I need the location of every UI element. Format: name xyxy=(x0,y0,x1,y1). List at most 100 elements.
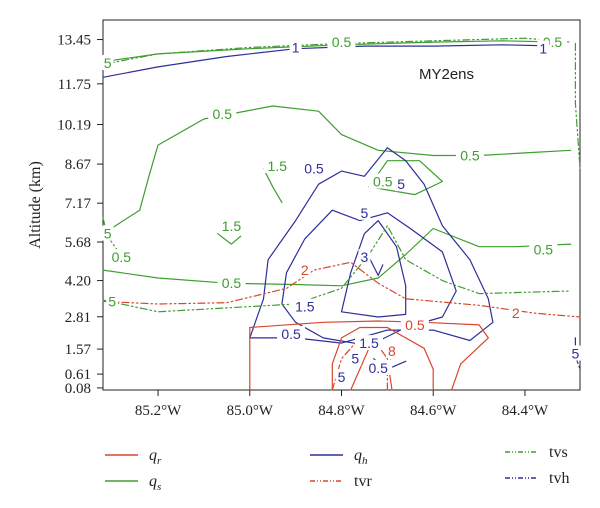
legend-label-tvs: tvs xyxy=(549,444,568,461)
contour-label-bg xyxy=(217,275,246,291)
contour-label-bg xyxy=(569,345,582,361)
y-tick-label: 13.45 xyxy=(57,33,91,49)
y-axis-ticks: 0.080.61 1.57 2.81 4.20 5.68 7.17 8.67 10.19 11.… xyxy=(57,33,103,397)
contour-label-qh: 1.5 xyxy=(359,335,379,351)
contour-label-tvs: 5 xyxy=(108,293,116,309)
contour-label-qh: 5 xyxy=(351,351,359,367)
legend-label-tvh: tvh xyxy=(549,470,569,487)
contour-label-qh: 0.5 xyxy=(281,326,301,342)
contour-label-tvr: 8 xyxy=(388,343,396,359)
panel-label: MY2ens xyxy=(419,66,474,83)
contour-qr-2 xyxy=(331,326,434,391)
contour-label-bg xyxy=(537,40,550,56)
y-tick-label: 1.57 xyxy=(65,342,92,358)
contour-label-qs: 1.5 xyxy=(268,158,288,174)
contour-label-qs: 0.5 xyxy=(213,106,233,122)
x-tick-label: 85.2°W xyxy=(135,403,182,419)
x-tick-label: 84.8°W xyxy=(318,403,365,419)
contour-label-qh: 0.5 xyxy=(368,360,388,376)
contour-label-qs: 0.5 xyxy=(332,34,352,50)
contour-label-bg xyxy=(263,157,292,173)
contour-label-bg xyxy=(299,160,328,176)
contour-tvr-2 xyxy=(102,261,581,318)
contour-label-qh: 3 xyxy=(361,249,369,265)
contour-label-bg xyxy=(290,298,319,314)
contour-label-qs: 0.5 xyxy=(373,174,393,190)
contour-tvh-5 xyxy=(574,337,581,370)
contour-labels: 0.5 0.5 0.5 0.5 0.5 0.5 0.5 1.5 1.5 0.5 0.5 0.5 1.5 1… xyxy=(101,34,582,385)
plot-frame xyxy=(102,19,581,391)
x-axis-ticks: 85.2°W 85.0°W 84.8°W 84.6°W 84.4°W xyxy=(135,390,549,419)
contour-qh-5 xyxy=(340,220,407,318)
contour-label-bg xyxy=(529,241,558,257)
legend: qr qs qh tvr tvs tvh xyxy=(105,444,569,493)
x-tick-label: 84.6°W xyxy=(410,403,457,419)
y-tick-label: 4.20 xyxy=(65,274,91,290)
contour-label-bg xyxy=(455,147,484,163)
contour-label-bg xyxy=(217,217,246,233)
y-tick-label: 2.81 xyxy=(65,310,91,326)
contour-label-qh: 5 xyxy=(361,205,369,221)
contour-label-bg xyxy=(400,316,429,332)
contour-label-bg xyxy=(289,39,302,55)
contour-label-bg xyxy=(327,34,356,50)
x-tick-label: 85.0°W xyxy=(227,403,274,419)
contour-label-tvs: 5 xyxy=(104,226,112,242)
contour-label-bg xyxy=(107,249,136,265)
contour-label-qh: 5 xyxy=(397,176,405,192)
contour-label-qs: 0.5 xyxy=(112,249,132,265)
contour-label-bg xyxy=(364,359,393,375)
contour-label-bg xyxy=(298,262,311,278)
legend-label-tvr: tvr xyxy=(354,473,372,490)
contour-label-bg xyxy=(101,54,114,70)
contour-label-qs: 0.5 xyxy=(460,147,480,163)
contour-qh-0.5 xyxy=(249,147,494,344)
contour-label-qh: 0.5 xyxy=(304,161,324,177)
contour-qs-1.5 xyxy=(217,233,242,245)
contour-label-qs: 1.5 xyxy=(222,218,242,234)
y-tick-label: 7.17 xyxy=(65,196,92,212)
contour-qs-0.5 xyxy=(368,160,443,196)
contour-label-tvh: 5 xyxy=(572,346,580,362)
contour-tvr-line xyxy=(331,342,356,391)
contour-qh-3 xyxy=(368,256,384,276)
y-tick-label: 11.75 xyxy=(58,77,91,93)
contour-label-bg xyxy=(395,176,408,192)
contour-label-tvs: 5 xyxy=(104,55,112,71)
contour-label-qh: 1.5 xyxy=(295,299,315,315)
contour-tvs-5 xyxy=(102,225,572,313)
legend-label-qh: qh xyxy=(354,447,368,467)
y-tick-label: 0.61 xyxy=(65,367,91,383)
y-tick-label: 5.68 xyxy=(65,235,91,251)
legend-label-qr: qr xyxy=(149,447,162,467)
contour-label-qh: 5 xyxy=(338,369,346,385)
contour-label-bg xyxy=(106,293,119,309)
y-tick-label: 8.67 xyxy=(65,157,92,173)
contour-label-bg xyxy=(368,173,397,189)
contour-qs-1.5 xyxy=(262,167,283,203)
contour-tvs-line xyxy=(574,42,581,170)
contour-label-qs: 0.5 xyxy=(534,241,554,257)
contour-label-bg xyxy=(509,305,522,321)
x-tick-label: 84.4°W xyxy=(502,403,549,419)
contour-qh-1.5 xyxy=(281,209,457,347)
contour-label-bg xyxy=(277,325,306,341)
contour-label-bg xyxy=(385,342,398,358)
contour-label-bg xyxy=(335,368,348,384)
y-tick-label: 10.19 xyxy=(57,117,91,133)
contour-label-tvr: 2 xyxy=(512,305,520,321)
contour-label-bg xyxy=(101,225,114,241)
contour-label-bg xyxy=(355,335,384,351)
legend-label-qs: qs xyxy=(149,473,161,493)
contour-label-bg xyxy=(358,249,371,265)
contour-qs-0.5 xyxy=(102,227,572,287)
contour-label-bg xyxy=(208,105,237,121)
contour-label-qh: 1 xyxy=(539,41,547,57)
contour-label-tvr: 2 xyxy=(301,262,309,278)
contour-label-bg xyxy=(358,204,371,220)
y-tick-label: 0.08 xyxy=(65,381,91,397)
contour-label-qs: 0.5 xyxy=(222,275,242,291)
contour-label-qh: 1 xyxy=(292,39,300,55)
y-axis-label: Altitude (km) xyxy=(27,161,44,249)
